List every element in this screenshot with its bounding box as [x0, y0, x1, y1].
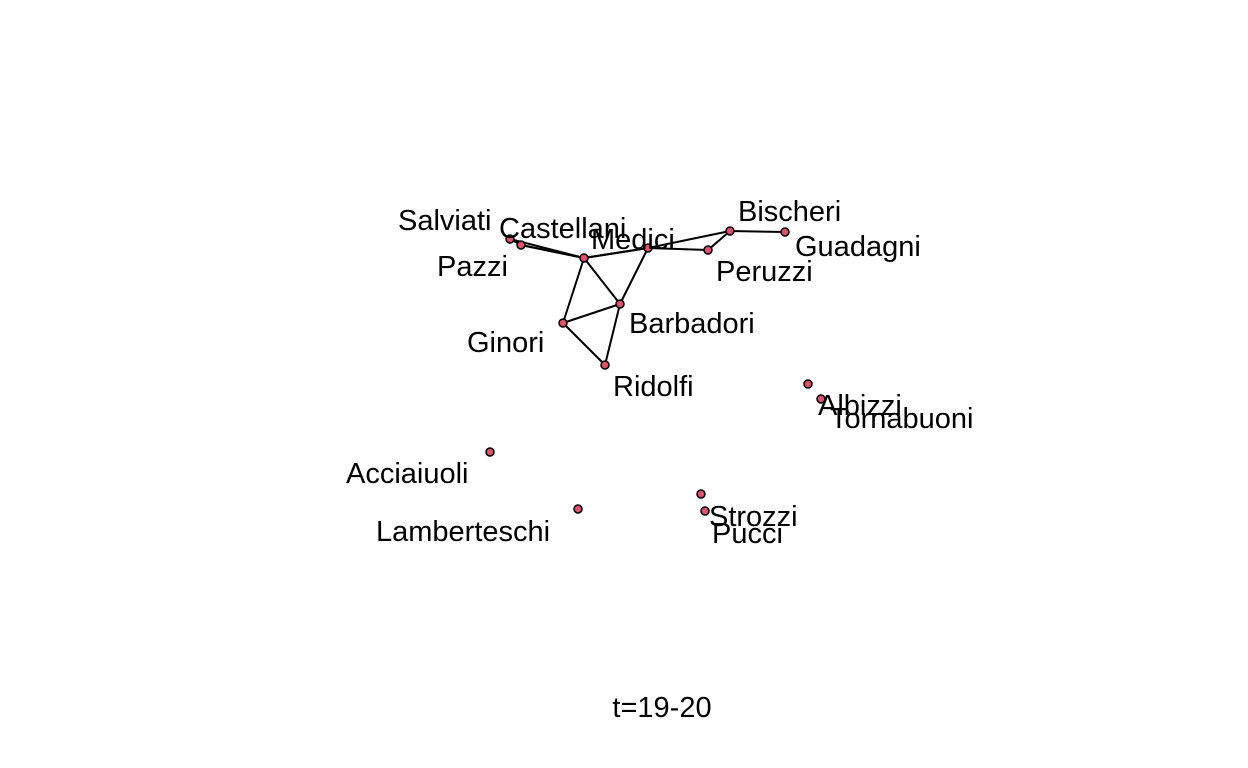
edge-medici-barbadori: [619, 247, 649, 305]
edge-castellani-ginori: [562, 257, 585, 324]
node-label-lamberteschi: Lamberteschi: [376, 516, 550, 548]
node-label-guadagni: Guadagni: [795, 231, 921, 263]
edge-ginori-barbadori: [562, 303, 621, 324]
node-lamberteschi: [573, 504, 583, 514]
edge-castellani-barbadori: [583, 257, 621, 305]
node-label-peruzzi: Peruzzi: [716, 256, 813, 288]
node-label-ridolfi: Ridolfi: [613, 371, 694, 403]
node-medici: [643, 243, 653, 253]
node-bischeri: [725, 226, 735, 236]
node-acciaiuoli: [485, 447, 495, 457]
node-label-barbadori: Barbadori: [629, 308, 755, 340]
node-label-tornabuoni: Tornabuoni: [830, 403, 974, 435]
edge-bischeri-guadagni: [729, 230, 786, 233]
node-label-pazzi: Pazzi: [437, 251, 508, 283]
node-ginori: [558, 318, 568, 328]
node-label-albizzi: Albizzi: [818, 390, 902, 422]
node-label-strozzi: Strozzi: [709, 501, 798, 533]
edge-medici-peruzzi: [647, 247, 709, 251]
node-label-bischeri: Bischeri: [738, 196, 841, 228]
node-label-medici: Medici: [591, 224, 675, 256]
edge-medici-bischeri: [647, 230, 731, 249]
node-label-ginori: Ginori: [467, 327, 544, 359]
nodes-layer: [485, 226, 826, 516]
node-label-salviati: Salviati: [398, 205, 492, 237]
edge-barbadori-ridolfi: [604, 303, 621, 366]
node-ridolfi: [600, 360, 610, 370]
edge-ginori-ridolfi: [562, 322, 606, 366]
node-label-castellani: Castellani: [499, 213, 626, 245]
node-pucci: [700, 506, 710, 516]
node-tornabuoni: [816, 394, 826, 404]
node-label-acciaiuoli: Acciaiuoli: [346, 458, 469, 490]
node-salviati: [505, 234, 515, 244]
node-pazzi: [579, 253, 589, 263]
node-strozzi: [696, 489, 706, 499]
node-barbadori: [615, 299, 625, 309]
node-castellani: [516, 240, 526, 250]
time-caption: t=19-20: [612, 692, 711, 724]
node-label-pucci: Pucci: [712, 518, 783, 550]
node-albizzi: [803, 379, 813, 389]
edges-layer: [509, 230, 786, 366]
node-guadagni: [780, 227, 790, 237]
edge-peruzzi-bischeri: [707, 230, 731, 251]
node-peruzzi: [703, 245, 713, 255]
